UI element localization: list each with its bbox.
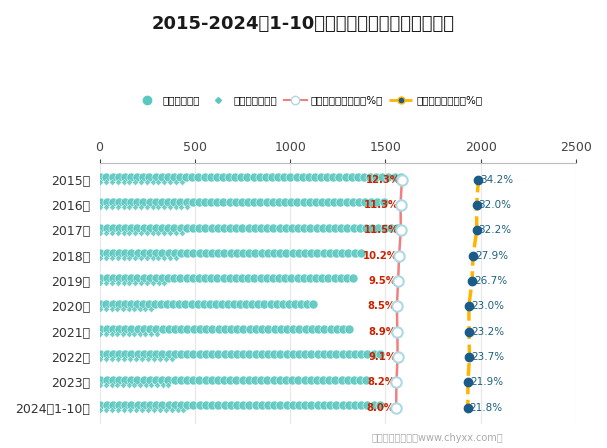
Text: 23.0%: 23.0% [471, 301, 504, 311]
Text: 8.0%: 8.0% [367, 403, 395, 413]
Text: 2015-2024年1-10月甘肃省工业企业存货统计图: 2015-2024年1-10月甘肃省工业企业存货统计图 [152, 15, 455, 33]
Text: 9.5%: 9.5% [368, 276, 396, 286]
Text: 8.9%: 8.9% [368, 327, 396, 336]
Text: 8.5%: 8.5% [367, 301, 395, 311]
Text: 23.2%: 23.2% [471, 327, 504, 336]
Text: 12.3%: 12.3% [365, 175, 401, 185]
Text: 8.2%: 8.2% [367, 377, 395, 387]
Text: 32.0%: 32.0% [478, 200, 512, 210]
Text: 10.2%: 10.2% [363, 250, 398, 261]
Text: 11.3%: 11.3% [364, 200, 399, 210]
Text: 21.9%: 21.9% [470, 377, 503, 387]
Text: 23.7%: 23.7% [472, 352, 504, 362]
Text: 34.2%: 34.2% [480, 175, 514, 185]
Text: 32.2%: 32.2% [479, 225, 512, 235]
Legend: 存货（亿元）, 产成品（亿元）, 存货占流动资产比（%）, 存货占总资产比（%）: 存货（亿元）, 产成品（亿元）, 存货占流动资产比（%）, 存货占总资产比（%） [132, 91, 487, 110]
Text: 26.7%: 26.7% [474, 276, 507, 286]
Text: 制图：智研咨询（www.chyxx.com）: 制图：智研咨询（www.chyxx.com） [371, 433, 503, 443]
Text: 11.5%: 11.5% [364, 225, 399, 235]
Text: 27.9%: 27.9% [475, 250, 508, 261]
Text: 21.8%: 21.8% [470, 403, 503, 413]
Text: 9.1%: 9.1% [368, 352, 396, 362]
